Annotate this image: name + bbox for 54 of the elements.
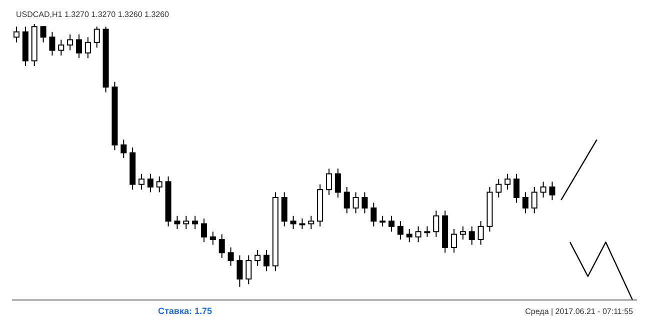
candlestick <box>380 215 386 227</box>
candlestick <box>254 250 261 266</box>
candlestick <box>299 218 306 230</box>
candlestick <box>415 226 422 243</box>
candlestick <box>76 34 82 59</box>
candlestick <box>183 215 190 230</box>
candlestick <box>451 228 457 254</box>
candlestick <box>67 34 74 51</box>
candlestick <box>540 181 546 198</box>
candlestick <box>49 31 56 56</box>
candlestick <box>362 192 368 214</box>
candlestick <box>156 176 162 193</box>
candlestick <box>138 173 144 190</box>
text: Ставка: 1.75 <box>158 306 212 316</box>
candlestick <box>370 202 377 227</box>
candlestick <box>40 26 46 43</box>
candlestick <box>94 26 100 48</box>
candlestick <box>201 218 207 243</box>
candlestick <box>58 39 64 56</box>
candlestick <box>281 192 288 227</box>
candlestick <box>514 173 520 204</box>
candlestick <box>120 139 127 159</box>
candlestick <box>246 254 252 285</box>
candlestick <box>264 250 270 272</box>
candlestick <box>334 168 341 198</box>
candlestick <box>236 254 243 288</box>
candlestick <box>460 226 466 240</box>
candlestick <box>352 192 359 214</box>
candlestick <box>468 226 475 246</box>
chart-title: USDCAD,H1 1.3270 1.3270 1.3260 1.3260 <box>16 10 169 19</box>
candlestick <box>504 173 511 190</box>
text: Среда | 2017.06.21 - 07:11:55 <box>525 307 633 316</box>
candlestick <box>147 173 154 193</box>
candlestick <box>290 215 296 230</box>
candlestick <box>84 36 91 59</box>
candlestick <box>308 215 314 230</box>
candlestick <box>388 215 394 232</box>
candlestick <box>174 215 180 230</box>
candlestick <box>522 192 528 214</box>
candlestick <box>433 210 440 238</box>
candlestick <box>210 231 216 246</box>
candlestick <box>531 186 538 214</box>
candlestick <box>228 246 234 266</box>
candlestick <box>14 26 20 43</box>
candlestick <box>192 215 198 230</box>
candlestick <box>344 186 350 214</box>
candlestick <box>478 220 484 246</box>
candlestick <box>397 220 404 240</box>
candlestick <box>424 226 430 238</box>
candlestick <box>218 234 225 258</box>
candlestick <box>496 178 502 198</box>
candlestick <box>326 168 332 196</box>
candlestick <box>549 181 556 201</box>
candlestick <box>406 228 412 243</box>
